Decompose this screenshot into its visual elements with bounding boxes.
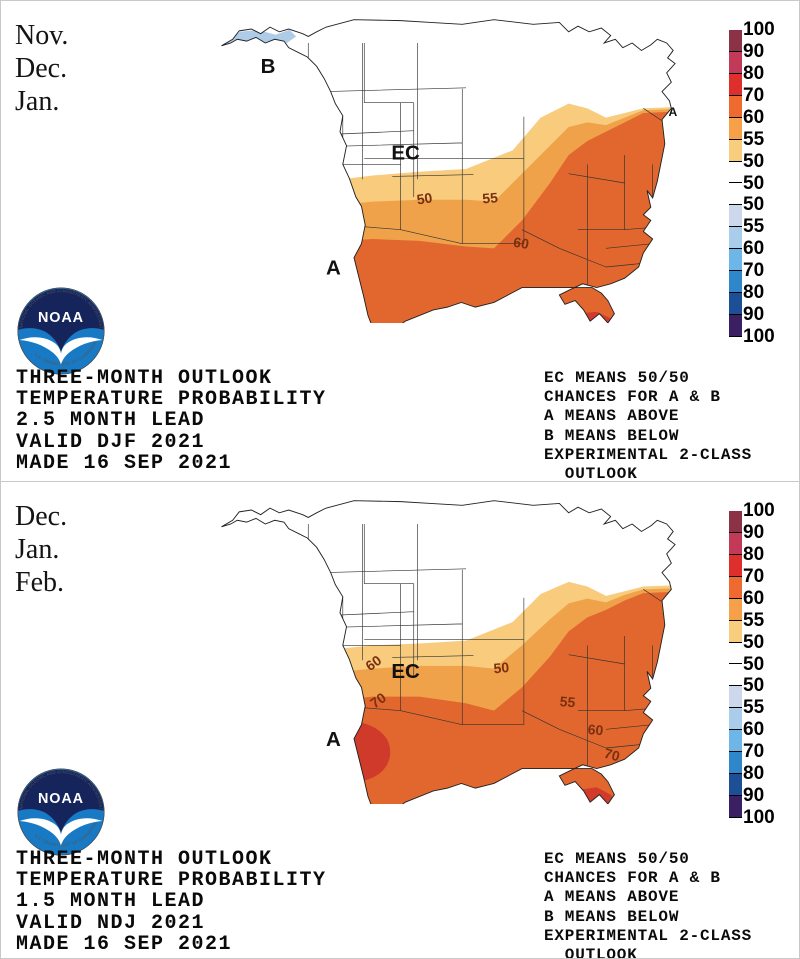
svg-text:55: 55 bbox=[559, 693, 576, 710]
svg-text:B: B bbox=[261, 55, 276, 78]
svg-text:50: 50 bbox=[416, 189, 434, 207]
svg-text:50: 50 bbox=[493, 659, 510, 676]
svg-text:EC: EC bbox=[391, 142, 420, 165]
svg-text:A: A bbox=[669, 105, 678, 119]
svg-text:55: 55 bbox=[482, 189, 499, 206]
svg-text:60: 60 bbox=[512, 234, 530, 252]
svg-text:60: 60 bbox=[587, 721, 604, 738]
svg-text:A: A bbox=[326, 256, 341, 279]
svg-text:EC: EC bbox=[391, 660, 420, 683]
svg-text:A: A bbox=[326, 728, 341, 751]
